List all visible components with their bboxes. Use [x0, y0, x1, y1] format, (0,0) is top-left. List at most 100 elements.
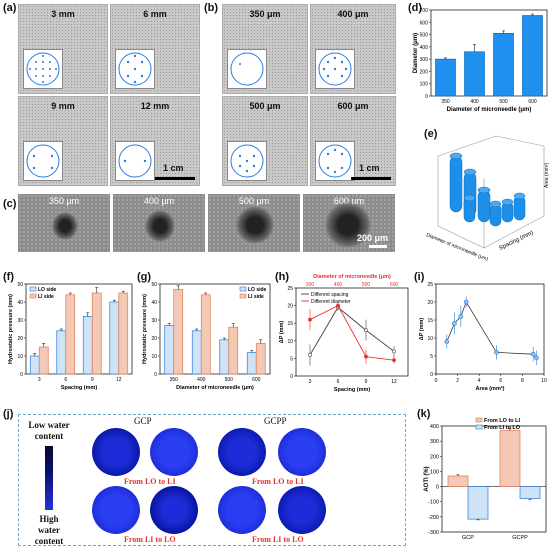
plot-frame — [441, 425, 547, 533]
photo-tile: 9 mm — [18, 96, 108, 186]
bar — [191, 330, 202, 375]
array-inset — [315, 49, 355, 89]
series-line — [309, 305, 395, 361]
sample-disc — [92, 486, 140, 534]
y-tick-label: 0 — [425, 94, 428, 100]
y-tick-label: 10 — [17, 354, 23, 360]
tile-label: 600 μm — [337, 101, 369, 111]
x2-tick-label: 300 — [306, 282, 315, 288]
y-tick-label: 30 — [151, 318, 157, 324]
scale-bar-label: 1 cm — [163, 163, 184, 173]
y-tick-label: 400 — [420, 45, 429, 51]
x2-tick-label: 600 — [390, 282, 399, 288]
legend-swatch — [239, 286, 247, 292]
sample-disc — [150, 486, 198, 534]
data-point — [308, 317, 312, 322]
sem-label: 400 μm — [143, 196, 175, 206]
chart-e: Diameter of microneedle (μm) Spacing (mm… — [425, 135, 550, 263]
data-point — [364, 354, 368, 359]
photo-tile: 12 mm 1 cm — [110, 96, 200, 186]
chart-k: -300 -200 -100 0 100 200 300 400 GCP GCPP AOTI (%)… — [424, 417, 547, 541]
data-point — [336, 303, 340, 308]
y-tick-label: 50 — [17, 282, 23, 288]
array-inset — [115, 141, 155, 181]
x-tick-label: 6 — [337, 379, 340, 385]
x2-tick-label: 400 — [334, 282, 343, 288]
legend-label: Different diameter — [311, 299, 351, 305]
3d-bars — [449, 152, 526, 227]
gcp-header: GCP — [134, 416, 152, 426]
data-point — [452, 321, 457, 326]
y-tick-label: 700 — [420, 8, 429, 14]
direction-label: From LO to LI — [124, 477, 176, 486]
bar — [29, 355, 40, 375]
plot-frame — [435, 283, 545, 375]
data-point — [458, 314, 464, 319]
x-tick-label: 8 — [521, 378, 524, 384]
x2-tick-label: 500 — [362, 282, 371, 288]
y-tick-label: 15 — [427, 318, 433, 324]
e-xlabel: Diameter of microneedle (μm) — [425, 232, 489, 262]
y-tick-label: 600 — [420, 20, 429, 26]
array-inset — [23, 49, 63, 89]
x-tick-label: 6 — [499, 378, 502, 384]
y-tick-label: 500 — [420, 33, 429, 39]
y-tick-label: 50 — [151, 282, 157, 288]
plot-frame — [159, 283, 271, 375]
legend-label: Different spacing — [311, 292, 349, 298]
data-point — [364, 328, 368, 333]
tile-label: 350 μm — [249, 9, 281, 19]
array-inset — [115, 49, 155, 89]
panel-label-k: (k) — [417, 408, 431, 420]
photo-tile: 400 μm — [310, 4, 396, 94]
gcpp-header: GCPP — [264, 416, 287, 426]
scale-bar-label: 1 cm — [359, 163, 380, 173]
x-tick-label: 12 — [116, 377, 122, 383]
x-axis-label: Diameter of microneedle (μm) — [447, 107, 532, 113]
legend-label: LI side — [38, 294, 54, 300]
y-tick-label: 20 — [17, 336, 23, 342]
panel-j-frame — [18, 414, 406, 546]
sem-label: 500 μm — [238, 196, 270, 206]
bar — [522, 15, 543, 97]
sem-image: 500 μm — [208, 194, 300, 252]
photo-tile: 3 mm — [18, 4, 108, 94]
y-tick-label: 10 — [427, 336, 433, 342]
sem-image: 400 μm — [113, 194, 205, 252]
tile-label: 3 mm — [51, 9, 75, 19]
sem-image: 600 μm 200 μm — [303, 194, 395, 252]
plot-frame — [430, 9, 548, 97]
bar — [493, 32, 514, 97]
x-tick-label: GCP — [462, 535, 474, 541]
panel-label-b: (b) — [204, 2, 219, 14]
sample-disc — [278, 428, 326, 476]
chart-d: 0 100 200 300 400 500 600 700 350 400 500 600 Diamet… — [413, 8, 548, 113]
panel-label-f: (f) — [3, 271, 14, 283]
data-point — [392, 358, 396, 363]
chart-f: 0 10 20 30 40 50 3 6 9 12 Spacing (mm) Hydrostatic … — [8, 282, 133, 391]
legend-swatch — [29, 293, 37, 299]
photo-tile: 350 μm — [222, 4, 308, 94]
direction-label: From LI to LO — [124, 535, 176, 544]
y-tick-label: 0 — [436, 485, 439, 491]
y-tick-label: 0 — [290, 374, 293, 380]
y-tick-label: 5 — [430, 354, 433, 360]
y-tick-label: 400 — [430, 424, 439, 430]
e-ylabel: Spacing (mm) — [498, 230, 534, 252]
legend-label: LO side — [248, 287, 267, 293]
chart-i: 0 5 10 15 20 25 0 2 4 6 8 10 Area (mm²) ΔP (mm) — [419, 282, 547, 392]
x-tick-label: 500 — [225, 377, 234, 383]
microneedle-hole — [52, 212, 78, 240]
y-tick-label: 10 — [287, 339, 293, 345]
sem-image: 350 μm — [18, 194, 110, 252]
x-axis-label: Diameter of microneedle (μm) — [176, 385, 254, 391]
tile-label: 6 mm — [143, 9, 167, 19]
legend-swatch — [475, 424, 483, 430]
direction-label: From LI to LO — [252, 535, 304, 544]
x-tick-label: 600 — [528, 99, 537, 105]
series-line — [446, 301, 537, 359]
bar — [519, 486, 541, 500]
legend-label: LI side — [248, 294, 264, 300]
y-tick-label: -200 — [428, 515, 439, 521]
microneedle-hole — [236, 206, 274, 244]
